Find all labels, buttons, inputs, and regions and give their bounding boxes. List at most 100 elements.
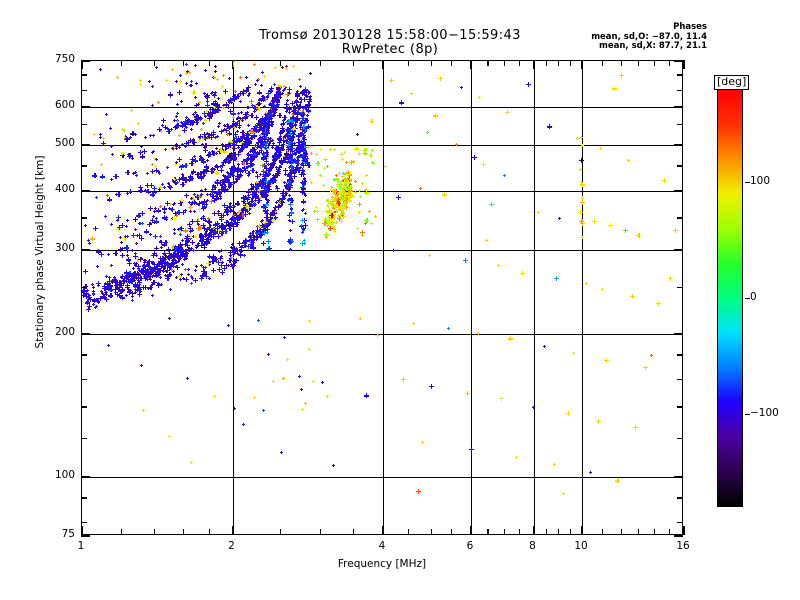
- gridline-vertical: [383, 61, 384, 534]
- data-point: [141, 408, 145, 412]
- data-point: [227, 76, 231, 80]
- gridline-horizontal: [82, 144, 682, 146]
- data-point: [322, 156, 328, 162]
- data-point: [140, 257, 143, 260]
- data-point: [246, 204, 252, 210]
- x-axis-tick-major: [231, 526, 234, 535]
- data-point: [552, 463, 556, 467]
- data-point: [279, 200, 285, 206]
- data-point: [113, 174, 119, 180]
- data-point: [226, 157, 230, 161]
- data-point: [279, 196, 285, 202]
- data-point: [190, 277, 194, 280]
- data-point: [102, 285, 106, 289]
- data-point: [260, 219, 264, 223]
- colorbar-unit-label: [deg]: [714, 75, 750, 90]
- colorbar: [717, 89, 743, 507]
- data-point: [236, 111, 240, 115]
- data-point: [289, 219, 295, 225]
- data-point: [178, 80, 182, 84]
- data-point: [259, 235, 263, 239]
- data-point: [601, 287, 605, 291]
- data-point: [189, 274, 193, 278]
- data-point: [199, 238, 205, 244]
- data-point: [288, 135, 293, 141]
- y-axis-tick-minor: [81, 406, 87, 408]
- data-point: [255, 181, 259, 185]
- data-point: [126, 153, 132, 159]
- data-point: [126, 257, 131, 263]
- data-point: [204, 232, 208, 235]
- data-point: [271, 152, 277, 158]
- data-point: [356, 151, 362, 156]
- data-point: [263, 187, 267, 191]
- data-point: [334, 220, 338, 224]
- data-point: [388, 78, 394, 84]
- data-point: [208, 199, 214, 204]
- data-point: [245, 210, 249, 214]
- data-point: [437, 75, 443, 81]
- figure-title: Tromsø 20130128 15:58:00−15:59:43: [259, 28, 521, 43]
- data-point: [112, 278, 116, 282]
- gridline-horizontal: [82, 333, 682, 335]
- x-axis-tick-major: [683, 526, 685, 535]
- data-point: [249, 129, 255, 135]
- data-point: [222, 188, 227, 194]
- data-point: [265, 194, 269, 197]
- data-point: [195, 81, 199, 85]
- data-point: [137, 257, 143, 263]
- data-point: [622, 227, 628, 233]
- data-point: [209, 133, 213, 136]
- data-point: [147, 205, 153, 211]
- data-point: [673, 227, 679, 233]
- data-point: [213, 394, 216, 398]
- data-point: [193, 234, 197, 238]
- data-point: [227, 324, 231, 328]
- x-axis-tick-minor: [558, 529, 560, 535]
- data-point: [154, 217, 158, 221]
- x-axis-tick-minor-top: [280, 60, 282, 66]
- x-axis-tick-major-top: [470, 60, 472, 69]
- x-axis-tick-label: 4: [378, 540, 386, 552]
- data-point: [262, 409, 265, 412]
- data-point: [213, 64, 217, 68]
- data-point: [171, 270, 175, 273]
- data-point: [248, 241, 254, 247]
- data-point: [95, 249, 101, 255]
- data-point: [198, 100, 202, 104]
- data-point: [532, 405, 535, 409]
- data-point: [205, 193, 209, 197]
- data-point: [265, 238, 271, 244]
- x-axis-tick-minor-top: [353, 60, 355, 66]
- data-point: [178, 134, 182, 137]
- data-point: [250, 104, 254, 108]
- data-point: [286, 212, 292, 218]
- data-point: [256, 105, 262, 111]
- y-axis-tick-major-right: [674, 189, 683, 192]
- data-point: [164, 268, 170, 274]
- data-point: [178, 233, 182, 236]
- data-point: [261, 71, 265, 74]
- data-point: [133, 133, 137, 137]
- y-axis-tick-major-right: [674, 60, 683, 62]
- data-point: [201, 206, 207, 212]
- data-point: [332, 463, 335, 467]
- data-point: [216, 124, 220, 128]
- data-point: [282, 148, 286, 152]
- data-point: [331, 220, 335, 224]
- x-axis-tick-major: [532, 526, 535, 535]
- data-point: [148, 285, 154, 291]
- data-point: [226, 133, 229, 137]
- data-point: [217, 267, 223, 273]
- data-point: [252, 239, 256, 243]
- data-point: [119, 235, 123, 239]
- data-point: [636, 232, 642, 238]
- data-point: [249, 98, 255, 104]
- data-point: [238, 252, 244, 258]
- data-point: [214, 223, 218, 227]
- x-axis-tick-minor-top: [637, 60, 640, 66]
- x-axis-tick-minor-top: [120, 60, 122, 66]
- data-point: [229, 263, 235, 269]
- data-point: [120, 222, 125, 228]
- data-point: [329, 212, 335, 218]
